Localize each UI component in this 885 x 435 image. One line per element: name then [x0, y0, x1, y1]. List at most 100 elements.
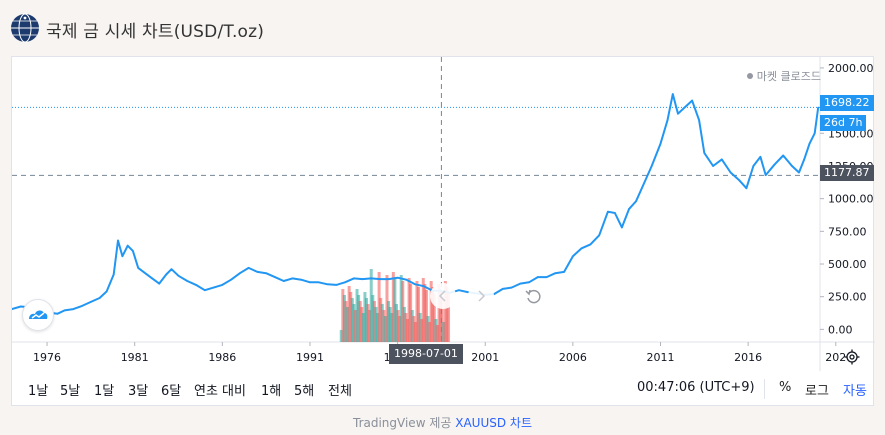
volume-bar	[361, 313, 365, 342]
crosshair-price-tag: 1177.87	[820, 165, 874, 181]
price-axis-label: 1000.00	[828, 193, 874, 206]
toolbar-divider	[764, 379, 765, 399]
range-button-1y[interactable]: 1해	[261, 384, 282, 399]
price-point	[56, 312, 59, 315]
price-point	[635, 200, 637, 203]
tradingview-logo-icon[interactable]	[22, 299, 54, 331]
price-point	[589, 243, 592, 246]
countdown-tag: 26d 7h	[820, 115, 867, 131]
page-title: 국제 금 시세 차트(USD/T.oz)	[46, 22, 265, 42]
price-point	[144, 272, 147, 274]
volume-bar	[374, 307, 378, 342]
volume-bar	[431, 287, 435, 342]
volume-bar	[418, 313, 422, 342]
range-button-5d[interactable]: 5날	[60, 384, 81, 399]
time-axis-label: 1986	[208, 351, 236, 364]
volume-bar	[413, 322, 417, 342]
settings-gear-icon[interactable]	[844, 349, 860, 365]
price-point	[752, 165, 755, 167]
volume-bar	[445, 287, 449, 342]
price-point	[405, 278, 408, 281]
price-point	[666, 119, 669, 122]
volume-bar	[412, 316, 416, 342]
volume-bar	[339, 330, 343, 342]
price-point	[791, 165, 793, 167]
range-button-1d[interactable]: 1날	[28, 384, 49, 399]
price-point	[98, 297, 101, 299]
price-point	[712, 165, 714, 167]
price-point	[291, 277, 294, 280]
price-point	[81, 305, 83, 307]
price-point	[195, 284, 197, 286]
price-point	[598, 234, 600, 237]
price-point	[170, 268, 173, 271]
price-point	[537, 276, 539, 278]
volume-bar	[347, 286, 351, 342]
price-point	[691, 99, 693, 102]
price-point	[203, 289, 206, 291]
price-point	[126, 244, 129, 247]
price-point	[759, 156, 762, 158]
price-point	[165, 273, 168, 276]
volume-bar	[439, 290, 443, 342]
volume-bar	[387, 301, 391, 342]
gold-price-line	[12, 93, 820, 315]
price-point	[798, 171, 800, 174]
footer-symbol-link[interactable]: XAUUSD 차트	[455, 416, 532, 430]
volume-bar	[353, 310, 357, 342]
range-button-1m[interactable]: 1달	[94, 384, 115, 399]
price-point	[186, 280, 189, 282]
price-point	[282, 280, 285, 282]
range-button-ytd[interactable]: 연초 대비	[194, 384, 246, 399]
reset-icon	[525, 289, 541, 304]
price-axis-label: 500.00	[828, 258, 867, 271]
volume-bar	[429, 281, 433, 342]
volume-bar	[366, 304, 370, 342]
time-axis-label: 2011	[647, 351, 675, 364]
price-point	[684, 106, 686, 108]
price-point	[63, 309, 66, 312]
percent-scale-button[interactable]: %	[779, 380, 792, 395]
price-axis-label: 0.00	[828, 323, 853, 336]
range-button-all[interactable]: 전체	[328, 384, 352, 399]
price-point	[698, 119, 700, 122]
price-point	[607, 210, 609, 213]
auto-scale-button[interactable]: 자동	[843, 384, 867, 399]
time-axis-label: 1976	[33, 351, 61, 364]
page-header: 국제 금 시세 차트(USD/T.oz)	[0, 0, 885, 56]
price-point	[782, 154, 784, 157]
volume-bar	[421, 278, 425, 342]
range-button-6m[interactable]: 6달	[161, 384, 182, 399]
volume-bar	[443, 281, 447, 342]
time-axis-label: 202	[825, 351, 846, 364]
volume-bar	[423, 284, 427, 342]
volume-bar	[377, 272, 381, 342]
volume-bar	[401, 281, 405, 342]
volume-bar	[344, 301, 348, 342]
volume-bar	[424, 290, 428, 342]
clock[interactable]: 00:47:06 (UTC+9)	[637, 380, 755, 395]
price-chart[interactable]: 0.00250.00500.00750.001000.001250.001500…	[12, 57, 875, 371]
volume-bar	[393, 278, 397, 342]
price-point	[528, 281, 530, 284]
volume-bar	[364, 298, 368, 342]
price-point	[105, 290, 108, 293]
range-button-5y[interactable]: 5해	[294, 384, 315, 399]
price-point	[677, 112, 679, 115]
time-axis-label: 2001	[471, 351, 499, 364]
price-point	[352, 277, 355, 280]
range-button-3m[interactable]: 3달	[128, 384, 149, 399]
price-point	[239, 272, 241, 274]
scroll-right-button[interactable]	[468, 283, 494, 309]
price-point	[745, 187, 748, 189]
status-dot-icon	[746, 73, 753, 79]
scroll-left-button[interactable]	[430, 283, 456, 309]
log-scale-button[interactable]: 로그	[805, 384, 829, 399]
reset-chart-button[interactable]	[520, 283, 546, 309]
price-point	[19, 305, 22, 308]
price-point	[309, 281, 311, 284]
price-point	[414, 283, 416, 286]
volume-bar	[346, 307, 350, 342]
price-point	[388, 278, 390, 280]
volume-bar	[447, 293, 451, 342]
